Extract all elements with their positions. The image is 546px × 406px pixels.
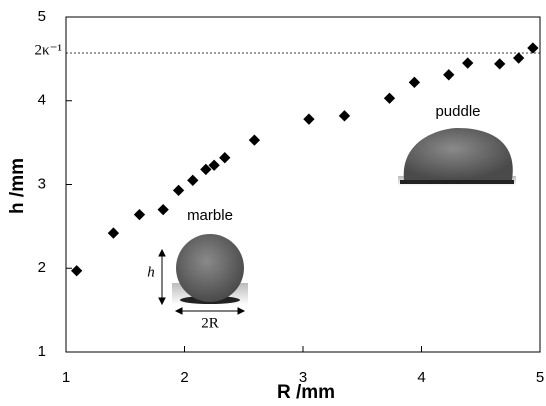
y-tick-label: 1: [38, 343, 46, 360]
point: [527, 42, 539, 54]
point: [208, 159, 220, 171]
point: [408, 76, 421, 88]
y-axis-title: h /mm: [7, 158, 28, 214]
point: [133, 208, 146, 221]
point: [107, 227, 120, 239]
point: [172, 184, 185, 197]
annotation: marble: [187, 207, 233, 224]
point: [513, 52, 525, 64]
y-tick-label: 4: [38, 92, 46, 109]
point: [157, 203, 169, 216]
y-tick-label: 5: [38, 8, 46, 25]
point: [462, 57, 474, 69]
point: [200, 163, 212, 176]
dimension-arrows: [158, 248, 246, 315]
annotation: h: [147, 264, 155, 280]
marble-photo: [172, 234, 248, 305]
y-tick-label: 3: [38, 175, 46, 192]
annotation: puddle: [435, 103, 480, 120]
point: [219, 152, 231, 164]
y-tick-label: 2: [38, 259, 46, 276]
x-tick-label: 1: [62, 369, 70, 386]
x-axis-title: R /mm: [277, 382, 335, 403]
point: [494, 58, 506, 70]
point: [303, 113, 315, 125]
reference-label: 2κ⁻¹: [35, 42, 62, 58]
point: [71, 265, 83, 277]
point: [248, 134, 261, 146]
point: [443, 69, 455, 81]
x-tick-label: 5: [536, 369, 544, 386]
x-tick-label: 2: [180, 369, 188, 386]
annotation: 2R: [201, 315, 219, 331]
puddle-photo: [398, 128, 516, 186]
point: [338, 110, 351, 122]
x-tick-label: 3: [299, 369, 307, 386]
point: [187, 174, 199, 186]
point: [383, 92, 396, 104]
x-tick-label: 4: [417, 369, 425, 386]
